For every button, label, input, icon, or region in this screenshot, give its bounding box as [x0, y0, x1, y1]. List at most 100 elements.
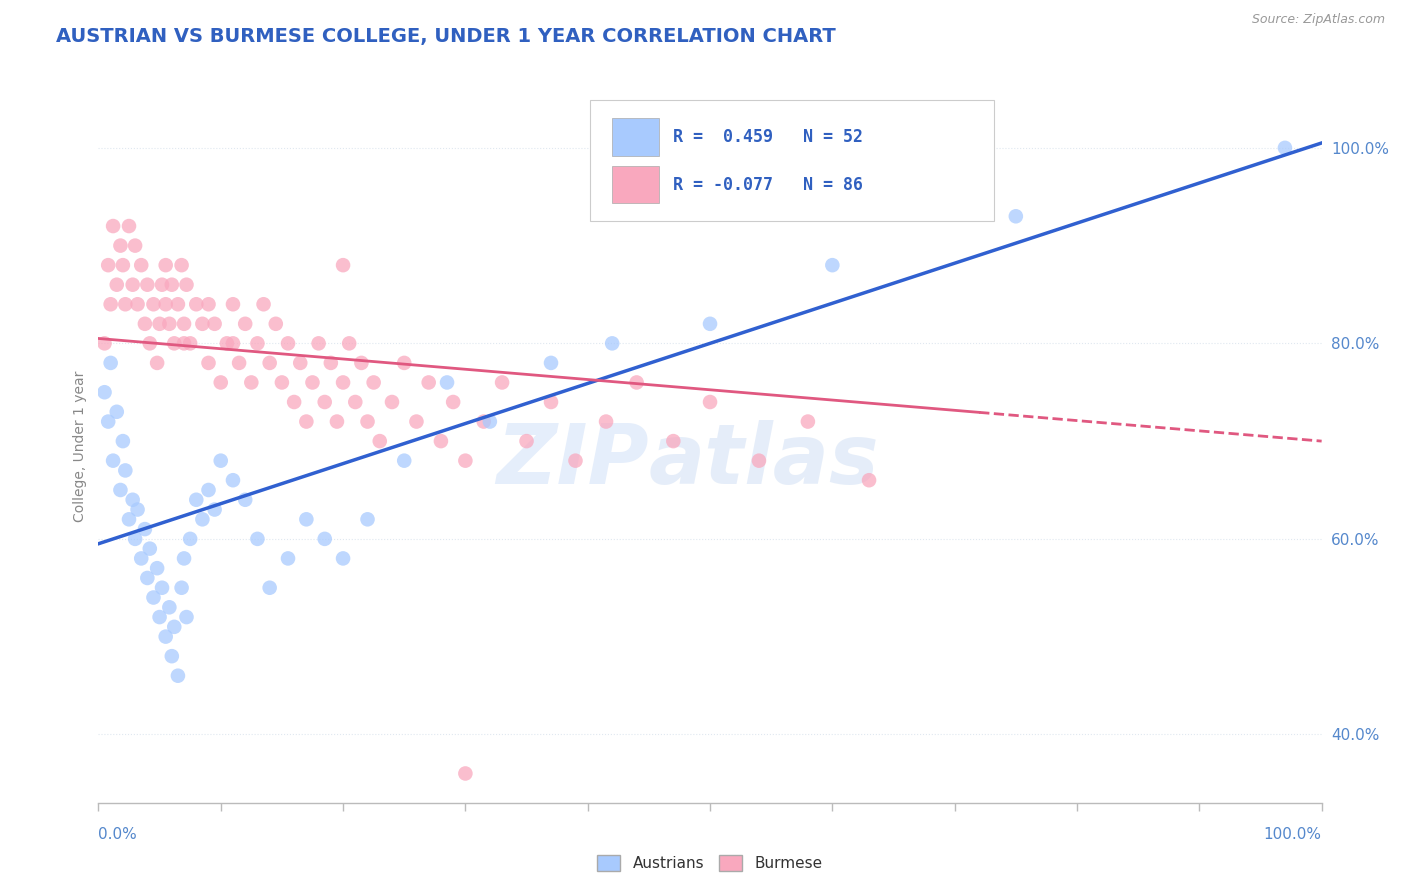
- Point: [491, 825, 513, 839]
- Point: [170, 581, 193, 595]
- Point: [93, 336, 115, 351]
- Point: [197, 356, 219, 370]
- Point: [332, 258, 354, 272]
- Point: [142, 297, 165, 311]
- Point: [121, 277, 143, 292]
- Point: [478, 415, 501, 429]
- Point: [146, 356, 169, 370]
- Point: [1004, 209, 1026, 223]
- Text: 0.0%: 0.0%: [98, 827, 138, 842]
- Point: [155, 297, 177, 311]
- Point: [173, 336, 195, 351]
- Point: [179, 532, 201, 546]
- Point: [209, 376, 232, 390]
- Point: [600, 336, 623, 351]
- Text: ZIP: ZIP: [496, 420, 648, 500]
- Point: [350, 356, 373, 370]
- Point: [157, 317, 180, 331]
- Point: [540, 395, 562, 409]
- Point: [436, 376, 458, 390]
- Point: [163, 336, 186, 351]
- Point: [129, 258, 152, 272]
- Point: [111, 258, 134, 272]
- Point: [139, 336, 162, 351]
- Point: [295, 512, 318, 526]
- Point: [114, 297, 136, 311]
- Point: [699, 395, 721, 409]
- Legend: Austrians, Burmese: Austrians, Burmese: [592, 849, 828, 877]
- Point: [454, 453, 477, 467]
- Y-axis label: College, Under 1 year: College, Under 1 year: [73, 370, 87, 522]
- Point: [146, 561, 169, 575]
- Point: [246, 336, 269, 351]
- Point: [163, 620, 186, 634]
- Point: [595, 415, 617, 429]
- Point: [240, 376, 263, 390]
- Point: [191, 512, 214, 526]
- Point: [252, 297, 274, 311]
- Point: [259, 356, 281, 370]
- Text: atlas: atlas: [648, 420, 880, 500]
- Point: [314, 395, 336, 409]
- Point: [301, 376, 323, 390]
- Point: [1274, 141, 1296, 155]
- Point: [233, 492, 256, 507]
- Point: [160, 649, 183, 664]
- Point: [662, 434, 685, 449]
- Point: [142, 591, 165, 605]
- Point: [699, 317, 721, 331]
- FancyBboxPatch shape: [591, 100, 994, 221]
- Point: [118, 512, 141, 526]
- Point: [204, 502, 226, 516]
- Point: [97, 415, 120, 429]
- Point: [176, 277, 198, 292]
- Point: [191, 317, 214, 331]
- Point: [308, 336, 330, 351]
- Point: [167, 669, 190, 683]
- Point: [100, 297, 122, 311]
- Point: [277, 551, 299, 566]
- Point: [100, 356, 122, 370]
- Point: [228, 356, 250, 370]
- Point: [283, 395, 305, 409]
- Point: [136, 571, 159, 585]
- Point: [176, 610, 198, 624]
- Point: [405, 415, 427, 429]
- Point: [430, 434, 453, 449]
- Point: [392, 356, 416, 370]
- Point: [157, 600, 180, 615]
- Point: [186, 492, 208, 507]
- Point: [821, 258, 844, 272]
- Point: [441, 395, 464, 409]
- Point: [472, 415, 495, 429]
- Point: [295, 415, 318, 429]
- Point: [797, 415, 820, 429]
- Point: [197, 297, 219, 311]
- Point: [222, 336, 245, 351]
- Point: [118, 219, 141, 233]
- Point: [127, 297, 149, 311]
- Point: [105, 277, 128, 292]
- Point: [270, 376, 294, 390]
- Point: [264, 317, 287, 331]
- Point: [197, 483, 219, 497]
- Point: [748, 453, 770, 467]
- Point: [167, 297, 190, 311]
- Point: [124, 238, 146, 252]
- Point: [332, 376, 354, 390]
- Point: [222, 473, 245, 487]
- Point: [149, 317, 172, 331]
- Point: [155, 258, 177, 272]
- Text: 100.0%: 100.0%: [1264, 827, 1322, 842]
- Point: [105, 405, 128, 419]
- Point: [319, 356, 342, 370]
- Point: [136, 277, 159, 292]
- Point: [332, 551, 354, 566]
- Point: [233, 317, 256, 331]
- Point: [381, 395, 404, 409]
- Point: [326, 415, 349, 429]
- Point: [626, 376, 648, 390]
- Point: [290, 356, 312, 370]
- Point: [97, 258, 120, 272]
- Point: [160, 277, 183, 292]
